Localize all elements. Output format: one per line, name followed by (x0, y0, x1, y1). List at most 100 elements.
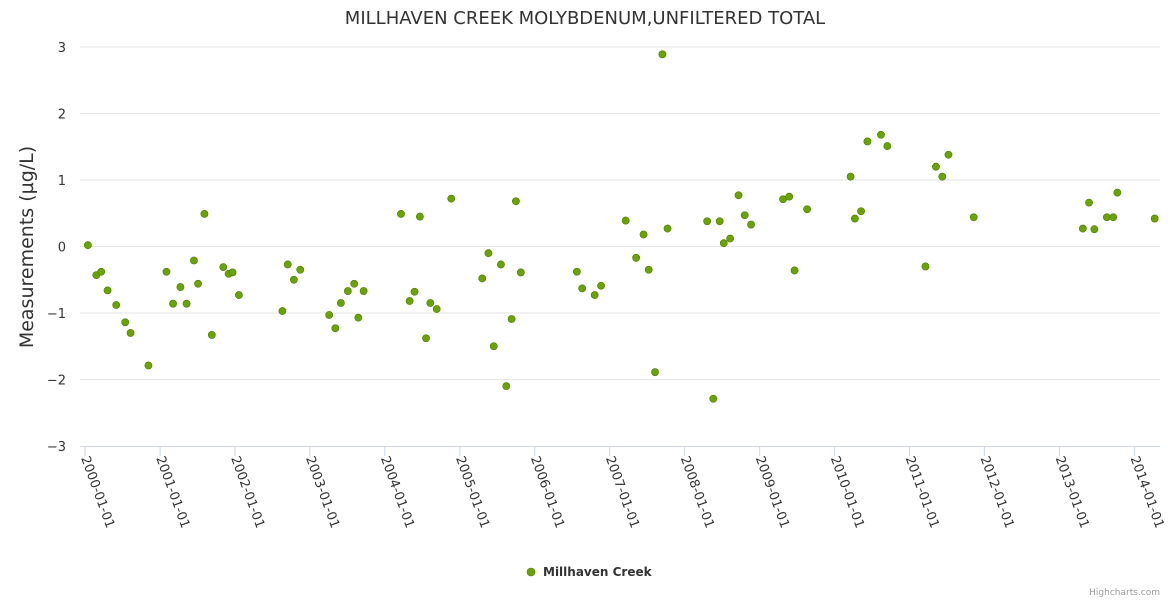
data-point[interactable] (578, 284, 587, 293)
data-point[interactable] (658, 50, 667, 59)
data-point[interactable] (176, 283, 185, 291)
data-point[interactable] (590, 291, 599, 299)
data-point[interactable] (740, 211, 749, 220)
data-point[interactable] (597, 281, 605, 290)
data-point[interactable] (83, 241, 92, 250)
data-point[interactable] (639, 230, 648, 239)
y-tick-label: 2 (58, 108, 66, 123)
x-tick-label: 2011-01-01 (902, 454, 942, 530)
x-axis: 2000-01-01 2001-01-01 2002-01-01 2003-01-01… (77, 446, 1167, 530)
data-point[interactable] (863, 137, 872, 146)
data-point[interactable] (1113, 188, 1122, 197)
data-point[interactable] (207, 331, 216, 339)
y-axis-label: Measurements (µg/L) (16, 146, 38, 348)
data-point[interactable] (422, 334, 430, 343)
data-point[interactable] (336, 299, 345, 307)
data-point[interactable] (331, 324, 340, 333)
legend[interactable]: Millhaven Creek (526, 565, 653, 579)
data-point[interactable] (325, 311, 334, 319)
data-point[interactable] (715, 217, 724, 226)
data-point[interactable] (850, 214, 859, 223)
data-point[interactable] (726, 234, 735, 243)
data-point[interactable] (190, 256, 198, 265)
data-point[interactable] (359, 287, 368, 295)
data-point[interactable] (572, 267, 581, 276)
data-point[interactable] (200, 210, 209, 218)
data-point[interactable] (354, 313, 363, 322)
data-point[interactable] (1078, 224, 1087, 233)
data-point[interactable] (410, 287, 419, 296)
data-point[interactable] (432, 305, 441, 313)
data-point[interactable] (1090, 225, 1099, 234)
data-point[interactable] (283, 260, 292, 269)
data-point[interactable] (663, 224, 672, 233)
data-point[interactable] (516, 268, 525, 277)
data-point[interactable] (651, 368, 659, 377)
data-point[interactable] (489, 342, 498, 351)
data-point[interactable] (846, 172, 855, 181)
data-point[interactable] (447, 194, 456, 203)
data-point[interactable] (921, 262, 930, 271)
y-tick-label: 3 (58, 41, 66, 56)
chart-title: MILLHAVEN CREEK MOLYBDENUM,UNFILTERED TO… (345, 8, 825, 29)
data-point[interactable] (228, 268, 237, 277)
data-point[interactable] (126, 329, 135, 337)
data-point[interactable] (194, 279, 202, 288)
data-point[interactable] (719, 239, 728, 248)
data-point[interactable] (497, 260, 505, 269)
data-point[interactable] (112, 301, 121, 309)
data-point[interactable] (1085, 198, 1093, 207)
legend-marker-icon[interactable] (526, 567, 536, 577)
y-tick-label: −3 (47, 440, 66, 455)
data-point[interactable] (857, 207, 865, 216)
data-point[interactable] (883, 142, 892, 150)
data-point[interactable] (478, 274, 487, 283)
data-point[interactable] (969, 213, 978, 222)
x-tick-label: 2002-01-01 (227, 454, 267, 530)
data-point[interactable] (507, 315, 516, 323)
data-point[interactable] (747, 220, 755, 229)
data-point[interactable] (121, 318, 130, 327)
data-point[interactable] (162, 267, 171, 276)
data-point[interactable] (397, 210, 405, 218)
data-point[interactable] (644, 265, 653, 274)
data-point[interactable] (219, 263, 228, 272)
data-point[interactable] (1150, 214, 1159, 223)
data-point[interactable] (621, 216, 630, 225)
data-points[interactable] (83, 50, 1159, 403)
data-point[interactable] (296, 265, 305, 274)
data-point[interactable] (502, 382, 511, 391)
data-point[interactable] (944, 150, 953, 159)
data-point[interactable] (405, 297, 414, 305)
data-point[interactable] (1109, 213, 1118, 222)
legend-item-label[interactable]: Millhaven Creek (543, 565, 653, 579)
data-point[interactable] (803, 205, 811, 214)
data-point[interactable] (415, 212, 424, 221)
data-point[interactable] (289, 275, 298, 284)
data-point[interactable] (512, 197, 520, 206)
data-point[interactable] (484, 249, 493, 258)
data-point[interactable] (632, 253, 641, 262)
data-point[interactable] (734, 191, 743, 200)
data-point[interactable] (182, 299, 191, 308)
data-point[interactable] (703, 217, 712, 226)
data-point[interactable] (932, 162, 940, 171)
data-point[interactable] (278, 307, 287, 315)
data-point[interactable] (144, 361, 153, 370)
x-tick-label: 2000-01-01 (77, 454, 117, 530)
data-point[interactable] (426, 299, 435, 307)
data-point[interactable] (97, 267, 106, 276)
data-point[interactable] (103, 286, 112, 295)
data-point[interactable] (785, 192, 794, 201)
x-tick-label: 2005-01-01 (452, 454, 492, 530)
data-point[interactable] (350, 279, 359, 288)
data-point[interactable] (343, 287, 352, 295)
data-point[interactable] (709, 394, 718, 403)
data-point[interactable] (938, 172, 947, 181)
data-point[interactable] (234, 291, 243, 299)
y-tick-label: −1 (47, 307, 66, 322)
data-point[interactable] (790, 266, 799, 275)
credits-link[interactable]: Highcharts.com (1089, 588, 1160, 598)
data-point[interactable] (169, 299, 177, 308)
data-point[interactable] (877, 130, 885, 139)
